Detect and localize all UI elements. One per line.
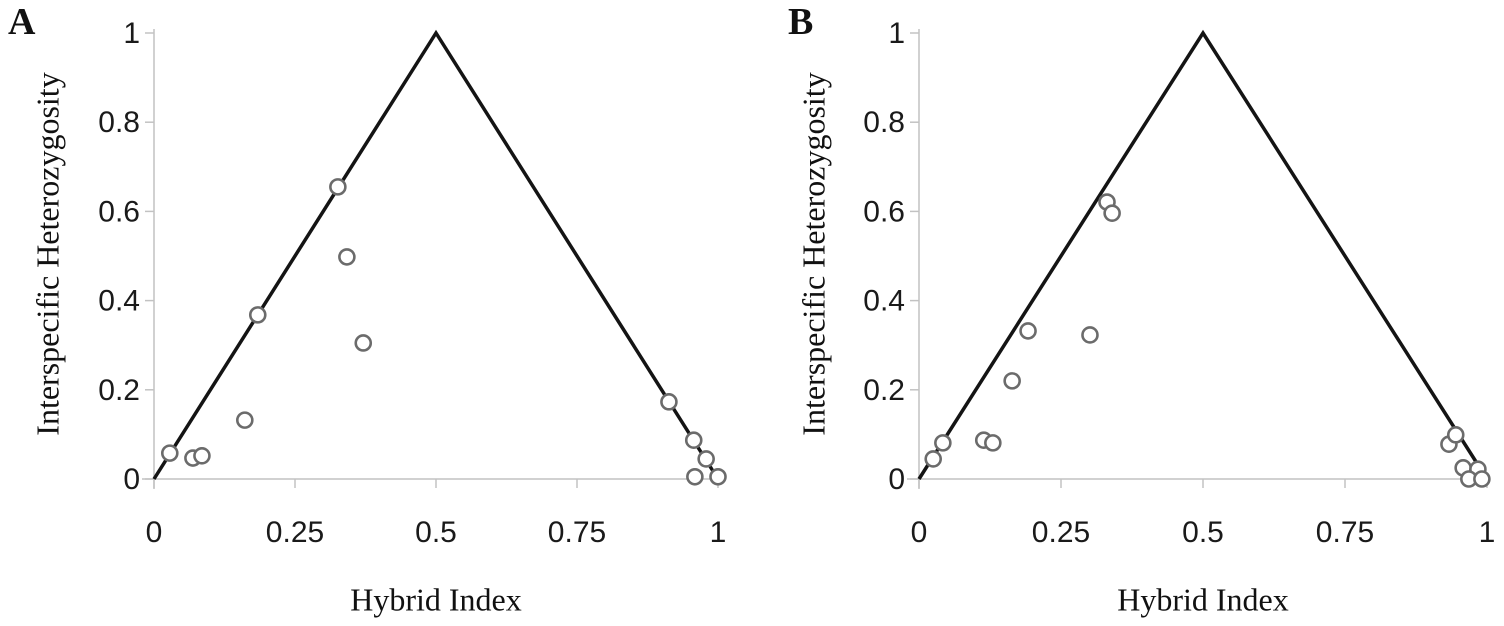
data-point-marker [1446,426,1465,444]
x-tick-label: 0.75 [548,516,606,549]
x-tick-label: 0 [911,516,928,549]
y-tick-label: 0.2 [863,374,905,407]
y-tick-label: 1 [123,17,140,50]
panel-a-x-axis-title: Hybrid Index [350,581,522,618]
y-tick-label: 0 [123,463,140,496]
data-point-marker [1003,372,1021,390]
y-tick-label: 0 [888,463,905,496]
y-tick-label: 0.4 [98,285,140,318]
data-point-marker [329,178,347,196]
data-point-marker [1473,470,1491,488]
data-point-marker [354,334,373,352]
panel-b-plot: 0 0.2 0.4 0.6 0.8 1 0 0.25 0.5 0.75 1 [863,17,1496,549]
data-point-marker [1103,204,1121,222]
panel-a-letter: A [8,1,37,43]
panel-a-plot: 0 0.2 0.4 0.6 0.8 1 0 0.25 0.5 0.75 1 [98,17,727,549]
y-tick-label: 0.4 [863,285,905,318]
x-tick-label: 1 [710,516,727,549]
panel-b: B Interspecific Heterozygosity 0 0.2 0.4 0.… [752,0,1504,626]
triangle-boundary-line [152,29,720,480]
triangle-boundary-line [917,29,1489,480]
data-point-marker [1081,326,1099,344]
y-tick-label: 1 [888,17,905,50]
x-tick-label: 1 [1479,516,1496,549]
data-point-marker [193,447,211,465]
y-tick-label: 0.8 [98,106,140,139]
data-point-marker [248,306,267,324]
data-point-marker [924,450,942,468]
data-point-marker [160,444,179,462]
y-tick-label: 0.6 [863,195,905,228]
data-point-marker [236,411,254,429]
y-tick-label: 0.2 [98,374,140,407]
y-tick-label: 0.6 [98,195,140,228]
data-point-marker [709,467,727,486]
data-point-marker [697,450,715,468]
panel-b-x-axis-title: Hybrid Index [1117,581,1289,618]
data-point-marker [684,431,703,449]
data-point-marker [686,467,704,486]
data-point-marker [338,248,356,266]
x-tick-label: 0.25 [1032,516,1090,549]
panel-a: A Interspecific Heterozygosity 0 0.2 0.4 0.… [8,1,727,618]
data-point-marker [984,434,1002,452]
y-tick-label: 0.8 [863,106,905,139]
x-tick-label: 0 [146,516,163,549]
data-point-marker [1019,322,1037,340]
panel-b-letter: B [788,1,815,43]
x-tick-label: 0.75 [1316,516,1374,549]
data-point-marker [660,393,678,411]
x-tick-label: 0.25 [266,516,324,549]
x-tick-label: 0.5 [1182,516,1224,549]
data-point-marker [934,434,952,452]
x-tick-label: 0.5 [415,516,457,549]
